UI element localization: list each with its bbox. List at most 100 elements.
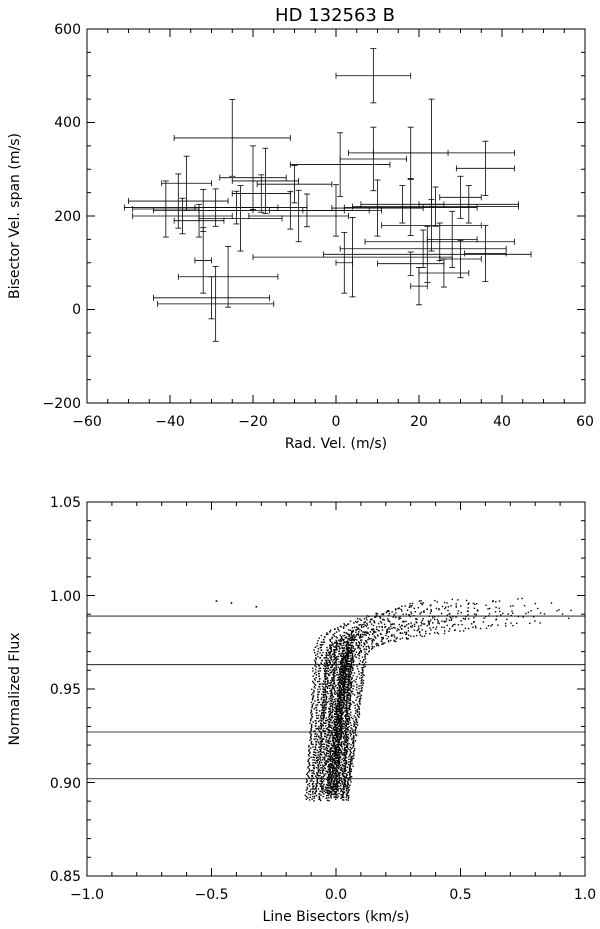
bisector-dot [341,795,344,797]
bisector-dot [357,647,359,649]
bisector-dot [331,711,333,714]
bisector-dot [343,707,345,710]
bisector-dot [345,766,347,768]
bisector-dot [325,747,327,749]
bisector-dot [339,764,341,767]
bisector-dot [341,659,343,661]
bisector-dot [338,717,340,719]
bisector-dot [338,704,341,707]
bisector-dot [324,676,326,678]
bisector-dot [409,615,412,618]
bisector-dot [338,766,341,768]
bisector-dot [355,720,358,723]
bisector-dot [338,743,340,745]
bisector-dot [329,721,331,724]
bisector-dot [321,717,324,719]
data-point [364,222,515,261]
bisector-dot [436,601,439,603]
bisector-dot [322,699,325,702]
bisector-dot [438,608,440,610]
bisector-dot [335,729,338,731]
bisector-dot [360,677,363,679]
bisector-dot [346,649,349,651]
bisector-dot [314,661,317,663]
bisector-dot [376,642,378,645]
bisector-dot [355,651,358,653]
chart-title: HD 132563 B [275,5,395,26]
bisector-dot [350,685,353,687]
bisector-dot [337,642,339,645]
bisector-dot [507,613,509,615]
bisector-dot [320,683,322,685]
bisector-dot [334,704,336,706]
bisector-dot [351,658,353,661]
bisector-dot [331,694,334,697]
bisector-dot [347,787,350,789]
bisector-dot [351,681,353,683]
bisector-dot [315,676,317,679]
bisector-dot [318,793,321,795]
bisector-dot [342,736,345,738]
bisector-dot [313,756,316,759]
bisector-dot [370,648,373,650]
bisector-dot [364,655,366,657]
bisector-dot [312,780,315,783]
bisector-dot [337,666,339,668]
bisector-dot [337,658,339,661]
bisector-dot [333,775,335,777]
bisector-dot [331,786,334,789]
bisector-dot [339,744,341,746]
bisector-dot [350,663,352,665]
bisector-dot [341,746,343,748]
bisector-curve [342,613,564,799]
bisector-dot [351,738,353,741]
bisector-dot [341,683,343,685]
bisector-curve [341,607,476,798]
bisector-dot [321,654,323,657]
bisector-dot [351,636,354,638]
bisector-dot [428,622,430,625]
bisector-dot [335,732,338,734]
bisector-dot [331,727,333,729]
bisector-dot [322,701,325,703]
bisector-dot [338,705,340,708]
bisector-dot [345,753,348,755]
bisector-dot [326,752,328,754]
bisector-dot [336,627,339,629]
bisector-dot [315,789,318,792]
bisector-dot [349,649,351,651]
bisector-dot [331,749,333,752]
bisector-dot [310,735,312,738]
bisector-dot [322,729,324,731]
bisector-dot [336,713,338,715]
bisector-dot [347,721,350,724]
bisector-dot [315,707,317,709]
bisector-dot [403,621,405,623]
bisector-dot [311,798,313,800]
bisector-dot [330,763,332,765]
bisector-dot [348,699,350,702]
bisector-dot [325,704,327,706]
bisector-dot [319,652,321,654]
bisector-dot [317,673,320,675]
bisector-dot [343,631,345,634]
bisector-dot [386,610,388,613]
bisector-dot [341,770,344,772]
bisector-dot [430,610,432,612]
bisector-dot [346,766,349,768]
bisector-dot [338,762,340,764]
bisector-dot [371,645,373,648]
bisector-dot [350,694,352,696]
bisector-dot [348,786,350,788]
bisector-dot [344,665,346,667]
bisector-dot [315,674,318,676]
bisector-dot [323,752,326,755]
bisector-dot [331,774,333,776]
bisector-dot [331,661,334,663]
bisector-dot [401,637,404,639]
bisector-dot [330,654,332,657]
bisector-dot [344,657,347,659]
bisector-dot [332,685,334,688]
bisector-dot [354,707,356,709]
bisector-dot [310,747,312,749]
